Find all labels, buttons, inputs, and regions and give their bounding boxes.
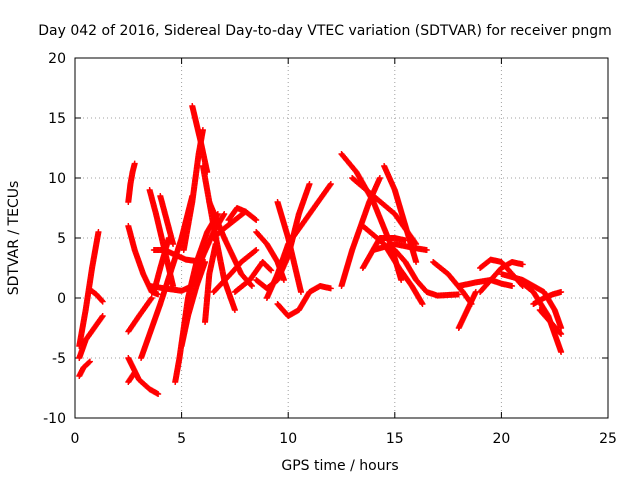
- data-point: [268, 267, 275, 274]
- data-point: [155, 391, 162, 397]
- data-point: [231, 307, 238, 313]
- data-marks: [76, 103, 565, 397]
- data-point: [212, 241, 219, 247]
- data-point: [131, 369, 138, 376]
- data-point: [242, 208, 249, 215]
- data-point: [86, 359, 93, 366]
- data-point: [221, 211, 228, 217]
- series-arc-40: [359, 223, 426, 307]
- series-arc-38: [381, 163, 420, 265]
- x-tick-label: 20: [492, 431, 510, 447]
- y-tick-label: 10: [48, 171, 66, 187]
- grid: [75, 58, 608, 418]
- data-point: [297, 289, 304, 295]
- data-point: [202, 259, 209, 265]
- series-arc-17: [178, 259, 209, 349]
- series-arc-49: [536, 307, 565, 337]
- axis-ticks: 0 5 10 15 20 25 -10 -5 0 5 10 15 20: [43, 51, 617, 447]
- series-arc-22: [206, 199, 255, 289]
- series-arc-07: [125, 295, 155, 335]
- data-point: [519, 261, 526, 268]
- x-tick-label: 25: [599, 431, 617, 447]
- chart-title: Day 042 of 2016, Sidereal Day-to-day VTE…: [38, 23, 612, 39]
- data-point: [558, 325, 565, 331]
- data-point: [376, 175, 383, 181]
- data-point: [131, 160, 138, 167]
- series-arc-19: [180, 127, 206, 253]
- series-arc-31: [263, 181, 334, 301]
- x-axis-label: GPS time / hours: [281, 458, 398, 474]
- data-point: [148, 295, 155, 301]
- data-point: [413, 259, 420, 265]
- data-point: [558, 289, 565, 295]
- series-arc-29: [274, 283, 334, 319]
- series-arc-36: [359, 235, 409, 271]
- series-arc-26: [225, 205, 249, 223]
- data-point: [419, 301, 426, 307]
- data-point: [155, 291, 162, 298]
- series-arc-01: [76, 229, 102, 349]
- data-point: [558, 331, 565, 337]
- data-point: [557, 330, 564, 337]
- y-tick-label: 5: [57, 231, 66, 247]
- plot-frame: [74, 57, 609, 419]
- x-tick-label: 15: [386, 431, 404, 447]
- series-arc-02: [76, 313, 106, 361]
- series-arc-45: [477, 259, 526, 295]
- data-point: [398, 277, 405, 283]
- series-arc-06: [125, 223, 162, 298]
- series-arc-21: [202, 241, 219, 325]
- data-point: [327, 285, 334, 292]
- data-point: [165, 235, 172, 241]
- data-point: [248, 283, 255, 289]
- data-point: [252, 247, 259, 254]
- series-arc-39: [391, 247, 462, 299]
- series-arc-24: [210, 247, 260, 295]
- series-arc-30: [274, 199, 304, 295]
- series-arc-03: [76, 358, 93, 379]
- data-point: [199, 127, 206, 133]
- data-point: [99, 313, 106, 319]
- series-arc-46: [498, 271, 565, 331]
- data-point: [248, 282, 255, 289]
- data-point: [267, 266, 274, 273]
- y-tick-label: -10: [43, 411, 66, 427]
- x-tick-label: 0: [71, 431, 80, 447]
- data-point: [558, 349, 565, 355]
- data-point: [423, 247, 430, 253]
- y-tick-label: 0: [57, 291, 66, 307]
- data-point: [455, 291, 462, 298]
- data-point: [170, 241, 177, 247]
- series-arc-09: [125, 369, 138, 385]
- y-tick-label: -5: [52, 351, 66, 367]
- data-point: [99, 297, 106, 304]
- series-arc-42: [455, 289, 479, 331]
- series-arc-32: [259, 259, 275, 274]
- y-tick-label: 15: [48, 111, 66, 127]
- series-arc-34: [338, 175, 383, 289]
- series-arc-48: [530, 289, 565, 307]
- data-point: [253, 247, 260, 253]
- data-point: [253, 217, 260, 223]
- data-point: [509, 283, 516, 289]
- x-tick-label: 5: [177, 431, 186, 447]
- data-point: [327, 181, 334, 187]
- series-arc-15: [150, 235, 172, 295]
- y-tick-label: 20: [48, 51, 66, 67]
- series-arc-04: [86, 286, 106, 305]
- data-point: [99, 298, 106, 305]
- x-tick-label: 10: [279, 431, 297, 447]
- data-point: [280, 277, 287, 283]
- series-arc-05: [125, 160, 138, 205]
- data-point: [306, 181, 313, 187]
- data-point: [95, 229, 102, 235]
- y-axis-label: SDTVAR / TECUs: [6, 181, 22, 296]
- data-point: [86, 358, 93, 365]
